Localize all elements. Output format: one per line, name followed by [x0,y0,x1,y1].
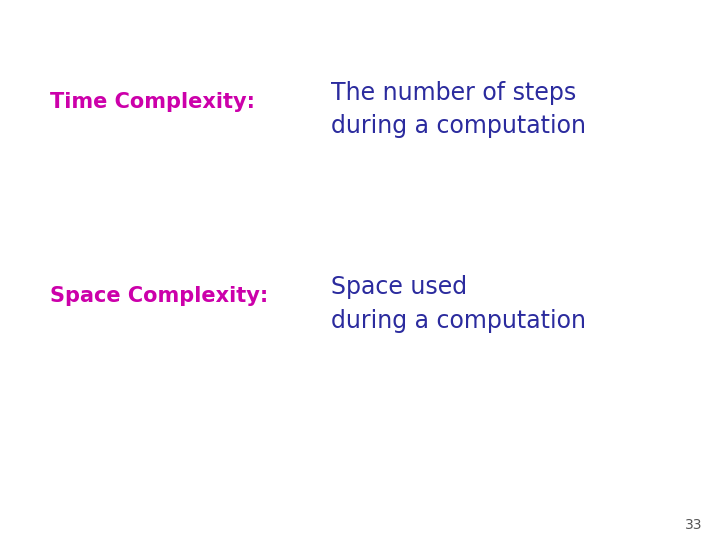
Text: 33: 33 [685,518,702,532]
Text: Time Complexity:: Time Complexity: [50,92,256,112]
Text: Space used
during a computation: Space used during a computation [331,275,586,333]
Text: Space Complexity:: Space Complexity: [50,286,269,306]
Text: The number of steps
during a computation: The number of steps during a computation [331,81,586,138]
